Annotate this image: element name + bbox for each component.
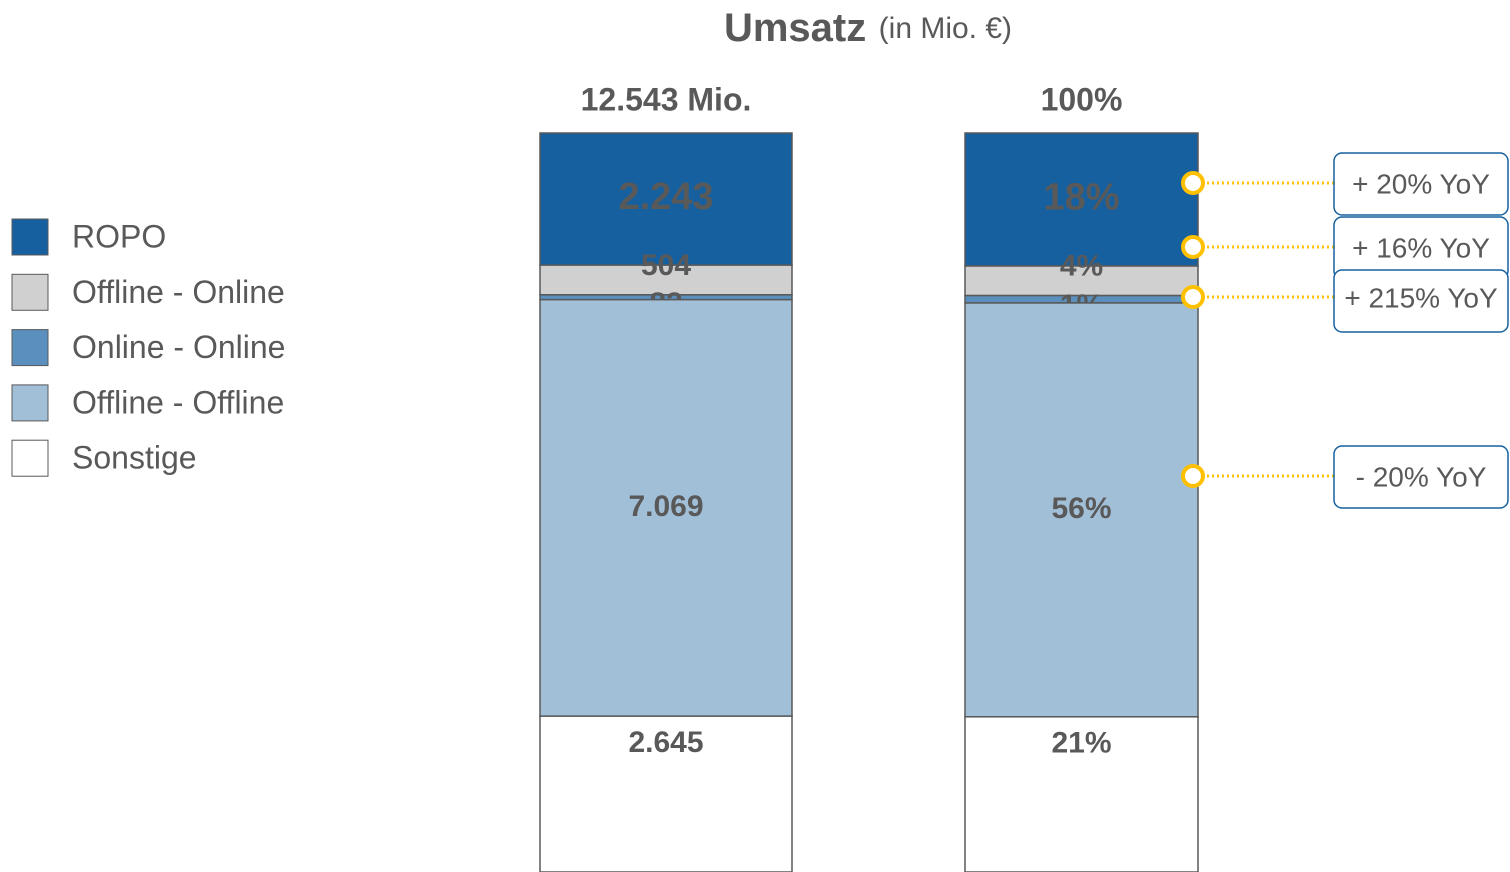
legend-label: Offline - Offline [72, 384, 284, 420]
bar-segment [539, 715, 793, 872]
callout-text: - 20% YoY [1356, 461, 1487, 492]
legend-swatch [11, 329, 49, 367]
value-label: 18% [1043, 177, 1119, 219]
callout-text: + 215% YoY [1344, 282, 1498, 313]
legend-swatch [11, 439, 49, 477]
value-label: 504 [641, 249, 691, 282]
chart-subtitle: (in Mio. €) [879, 12, 1012, 45]
value-label: 4% [1060, 250, 1103, 283]
callout-box [1333, 445, 1509, 509]
chart-title: Umsatz [724, 6, 866, 50]
legend-label: Online - Online [72, 329, 285, 365]
value-label: 2.243 [618, 176, 713, 218]
callout-dot [1181, 464, 1205, 488]
callout-box [1333, 152, 1509, 216]
legend-label: Sonstige [72, 440, 197, 476]
legend-swatch [11, 218, 49, 256]
callout-box [1333, 269, 1509, 333]
bar-segment [964, 716, 1199, 872]
callout-text: + 20% YoY [1352, 168, 1490, 199]
value-label: 2.645 [628, 726, 703, 759]
callout-dot [1181, 171, 1205, 195]
total-label: 100% [1041, 81, 1123, 117]
bar-segment [539, 264, 793, 296]
value-label: 7.069 [628, 490, 703, 523]
callout-text: + 16% YoY [1352, 232, 1490, 263]
bar-segment [964, 302, 1199, 718]
legend-label: ROPO [72, 218, 166, 254]
legend-label: Offline - Online [72, 274, 285, 310]
bar-segment [539, 298, 793, 717]
chart-title-group: Umsatz (in Mio. €) [724, 6, 1012, 50]
legend-swatch [11, 273, 49, 311]
callout-dot [1181, 285, 1205, 309]
legend-swatch [11, 384, 49, 422]
callout-dot [1181, 235, 1205, 259]
bar-segment [964, 132, 1199, 267]
bar-segment [539, 132, 793, 266]
value-label: 21% [1051, 726, 1111, 759]
total-label: 12.543 Mio. [581, 81, 752, 117]
value-label: 56% [1051, 492, 1111, 525]
